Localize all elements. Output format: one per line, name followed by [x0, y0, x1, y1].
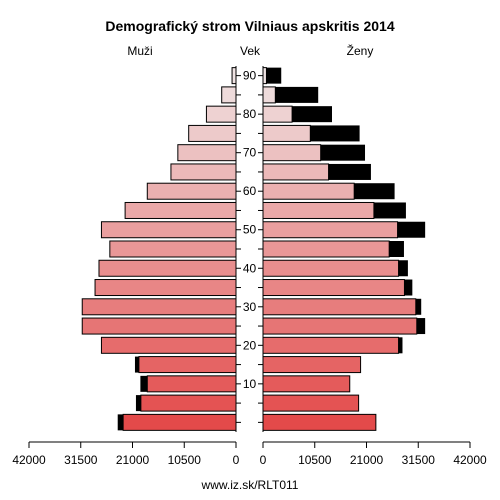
male-excess-15-19: [134, 356, 139, 373]
female-bar-15-19: [262, 356, 362, 374]
male-bar-70-74: [177, 144, 237, 162]
male-bar-50-54: [100, 221, 237, 239]
age-tick-label: 60: [243, 184, 257, 198]
female-excess-70-74: [320, 144, 366, 161]
x-tick-label-left: 42000: [12, 453, 46, 467]
male-bar-60-64: [146, 182, 237, 200]
female-bar-20-24: [262, 336, 400, 354]
female-excess-50-54: [397, 221, 426, 238]
male-bar-15-19: [138, 356, 237, 374]
x-tick-label-right: 31500: [402, 453, 436, 467]
female-bars: [262, 67, 426, 431]
x-tick-label-left: 0: [233, 453, 240, 467]
female-bar-80-84: [262, 105, 293, 123]
female-bar-5-9: [262, 394, 360, 412]
age-tick-label: 50: [243, 223, 257, 237]
male-bar-10-14: [146, 375, 237, 393]
female-bar-90+: [262, 67, 267, 85]
male-bar-35-39: [94, 279, 237, 297]
female-excess-90+: [266, 67, 282, 84]
x-tick-label-left: 10500: [168, 453, 202, 467]
female-bar-85-89: [262, 86, 276, 104]
female-excess-65-69: [328, 163, 371, 180]
female-bar-10-14: [262, 375, 351, 393]
male-bar-5-9: [140, 394, 237, 412]
female-excess-25-29: [416, 318, 426, 335]
female-bar-70-74: [262, 144, 322, 162]
female-bar-65-69: [262, 163, 330, 181]
age-tick-label: 30: [243, 300, 257, 314]
male-bar-90+: [231, 67, 237, 85]
female-bar-75-79: [262, 124, 311, 142]
male-bar-55-59: [124, 201, 237, 219]
right-series-label: Ženy: [347, 43, 374, 58]
female-bar-55-59: [262, 201, 375, 219]
male-bar-65-69: [170, 163, 237, 181]
age-tick-label: 90: [243, 69, 257, 83]
male-bar-85-89: [221, 86, 237, 104]
left-series-label: Muži: [127, 44, 152, 58]
female-bar-0-4: [262, 413, 377, 431]
female-bar-30-34: [262, 298, 417, 316]
chart-title: Demografický strom Vilniaus apskritis 20…: [105, 18, 394, 34]
female-excess-80-84: [292, 106, 332, 123]
female-excess-30-34: [415, 298, 422, 315]
male-excess-0-4: [117, 414, 124, 431]
female-bar-45-49: [262, 240, 390, 258]
female-bar-25-29: [262, 317, 418, 335]
male-bar-80-84: [205, 105, 237, 123]
male-bar-0-4: [122, 413, 237, 431]
age-tick-label: 70: [243, 146, 257, 160]
female-excess-60-64: [354, 183, 395, 200]
female-excess-85-89: [275, 86, 319, 103]
x-tick-label-right: 0: [260, 453, 267, 467]
x-tick-label-left: 31500: [64, 453, 98, 467]
age-tick-label: 80: [243, 107, 257, 121]
value-axes: 42000 31500 21000 10500 0 0 10500 21000 31500 420…: [12, 441, 487, 467]
age-tick-label: 20: [243, 338, 257, 352]
x-tick-label-right: 21000: [350, 453, 384, 467]
age-axis: 10 20 30 40 50 60 70 80 90: [235, 66, 264, 432]
female-excess-20-24: [398, 337, 403, 354]
female-bar-40-44: [262, 259, 400, 277]
x-tick-label-left: 21000: [116, 453, 150, 467]
male-bar-25-29: [81, 317, 237, 335]
male-excess-5-9: [135, 395, 141, 412]
center-axis-label: Vek: [240, 44, 261, 58]
male-bar-20-24: [100, 336, 237, 354]
female-excess-75-79: [310, 125, 360, 142]
source-footer[interactable]: www.iz.sk/RLT011: [201, 478, 299, 492]
x-tick-label-right: 42000: [453, 453, 487, 467]
male-bar-30-34: [81, 298, 237, 316]
x-tick-label-right: 10500: [298, 453, 332, 467]
female-bar-50-54: [262, 221, 399, 239]
female-excess-55-59: [373, 202, 406, 219]
age-tick-label: 40: [243, 261, 257, 275]
age-tick-label: 10: [243, 377, 257, 391]
male-bar-40-44: [98, 259, 237, 277]
female-excess-35-39: [404, 279, 413, 296]
male-bar-45-49: [109, 240, 237, 258]
female-bar-60-64: [262, 182, 355, 200]
female-excess-40-44: [398, 260, 408, 277]
male-bars: [81, 67, 237, 431]
female-bar-35-39: [262, 279, 405, 297]
male-excess-10-14: [140, 375, 148, 392]
male-bar-75-79: [188, 124, 237, 142]
female-excess-45-49: [389, 241, 404, 257]
